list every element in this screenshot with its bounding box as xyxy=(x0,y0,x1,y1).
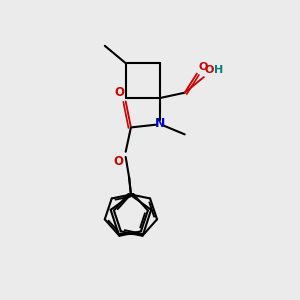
Text: N: N xyxy=(155,118,166,130)
Text: O: O xyxy=(114,86,124,99)
Text: O: O xyxy=(205,65,214,75)
Text: O: O xyxy=(113,154,123,167)
Text: H: H xyxy=(214,65,224,75)
Text: O: O xyxy=(198,62,208,72)
